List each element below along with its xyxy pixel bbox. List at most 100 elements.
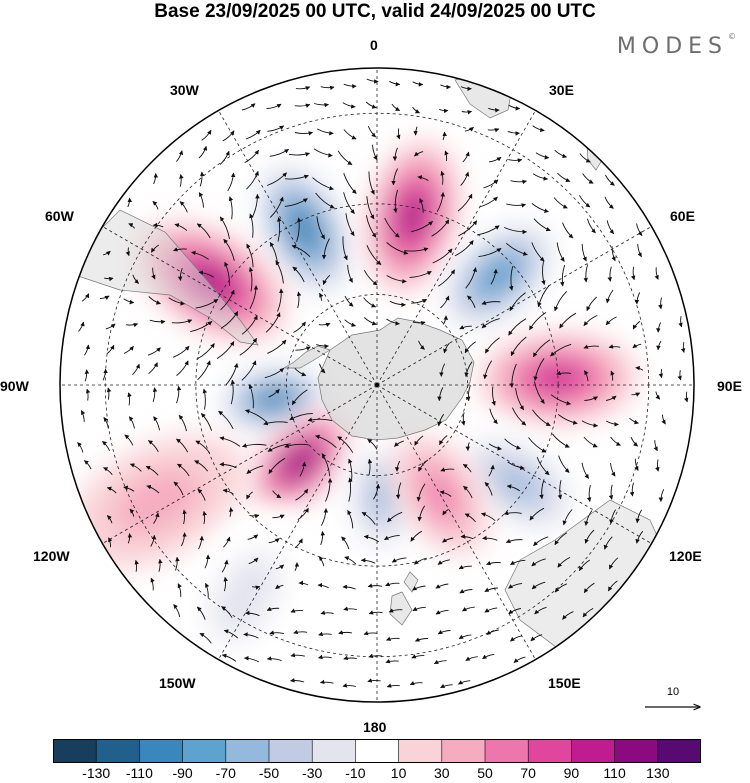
colorbar-swatch	[441, 739, 486, 763]
wind-vector	[677, 370, 682, 381]
wind-vector	[293, 629, 308, 635]
wind-vector	[586, 296, 597, 312]
wind-vector	[173, 247, 187, 252]
wind-vector	[320, 85, 335, 91]
wind-vector	[342, 102, 356, 109]
wind-vector	[246, 170, 259, 190]
wind-vector	[103, 467, 113, 475]
latitude-circle	[286, 294, 468, 476]
wind-vector	[295, 86, 311, 91]
wind-vector	[244, 149, 259, 163]
wind-vector	[630, 266, 636, 281]
magenta-center-90e	[478, 332, 638, 425]
wind-vector	[365, 101, 377, 109]
wind-vector	[482, 535, 498, 541]
wind-vector	[515, 388, 525, 411]
wind-vector	[219, 150, 230, 165]
wind-vector	[609, 557, 619, 570]
wind-vector	[484, 607, 498, 613]
wind-vector	[394, 440, 404, 447]
wind-vector	[632, 320, 641, 330]
wind-vector	[150, 577, 155, 591]
wind-vector	[319, 292, 324, 301]
lon-label-150e: 150E	[548, 675, 581, 691]
wind-vector	[605, 316, 617, 326]
wind-vector	[582, 173, 594, 184]
wind-vector	[103, 417, 109, 429]
wind-vector	[442, 508, 449, 516]
wind-vector	[491, 386, 496, 406]
wind-vector	[221, 606, 233, 619]
wind-vector	[102, 368, 108, 381]
wind-vector	[297, 507, 309, 521]
wind-vector	[363, 317, 377, 326]
wind-vector	[535, 152, 550, 160]
wind-vector	[199, 632, 212, 644]
wind-vector	[635, 530, 644, 544]
wind-vector	[230, 379, 236, 405]
wind-vector	[313, 148, 333, 158]
wind-vector	[277, 217, 282, 242]
wind-vector	[148, 362, 158, 375]
wind-vector	[579, 195, 591, 208]
wind-vector	[457, 193, 473, 212]
wind-vector	[558, 414, 578, 425]
wind-vector	[288, 152, 310, 157]
wind-vector	[528, 437, 547, 453]
wind-vector	[267, 172, 287, 186]
wind-vector	[484, 481, 493, 496]
wind-vector	[293, 321, 306, 333]
wind-vector	[201, 129, 212, 141]
wind-vector	[241, 103, 256, 111]
colorbar-swatch	[484, 739, 530, 763]
wind-vector	[489, 408, 498, 425]
colorbar-tick-label: -130	[82, 765, 111, 781]
lon-label-180: 180	[363, 719, 387, 735]
colorbar-swatch	[225, 739, 270, 763]
wind-vector	[152, 222, 164, 228]
wind-vector	[343, 192, 355, 214]
wind-vector	[584, 370, 589, 382]
wind-vector	[630, 436, 639, 447]
wind-vector	[396, 128, 401, 140]
wind-vector	[173, 481, 184, 496]
wind-vector	[320, 508, 329, 526]
wind-vector	[317, 654, 332, 660]
wind-vector	[459, 325, 472, 330]
wind-vector	[175, 556, 180, 571]
wind-vector	[458, 634, 472, 640]
wind-vector	[196, 223, 211, 239]
wind-vector	[483, 179, 499, 189]
wind-vector	[108, 537, 113, 548]
wind-vector	[417, 505, 426, 522]
wind-vector	[629, 417, 639, 425]
lon-label-120e: 120E	[669, 548, 702, 564]
wind-vector	[125, 322, 139, 328]
wind-vector	[510, 179, 527, 185]
meridian-line	[376, 110, 536, 386]
wind-vector	[202, 510, 207, 525]
wind-vector	[391, 103, 401, 112]
colorbar-tick-label: -70	[215, 765, 236, 781]
wind-vector	[557, 172, 571, 183]
wind-vector	[584, 529, 595, 544]
wind-vector	[198, 145, 208, 159]
pink-center-118w	[67, 434, 247, 569]
wind-vector	[246, 243, 254, 268]
wind-vector	[294, 367, 307, 377]
wind-vector	[275, 584, 284, 590]
wind-vector	[272, 514, 285, 519]
wind-vector	[507, 461, 525, 470]
wind-vector	[486, 629, 499, 635]
wind-vector	[417, 175, 429, 181]
wind-vector	[320, 530, 326, 546]
wind-vector	[439, 363, 446, 377]
wind-vector	[318, 322, 331, 327]
wind-vector	[176, 360, 189, 376]
wind-vector	[239, 337, 257, 356]
wind-vector	[394, 460, 401, 472]
wind-vector	[389, 300, 406, 308]
wind-vector	[481, 300, 501, 305]
wind-vector	[219, 216, 230, 240]
wind-vector	[315, 434, 337, 449]
